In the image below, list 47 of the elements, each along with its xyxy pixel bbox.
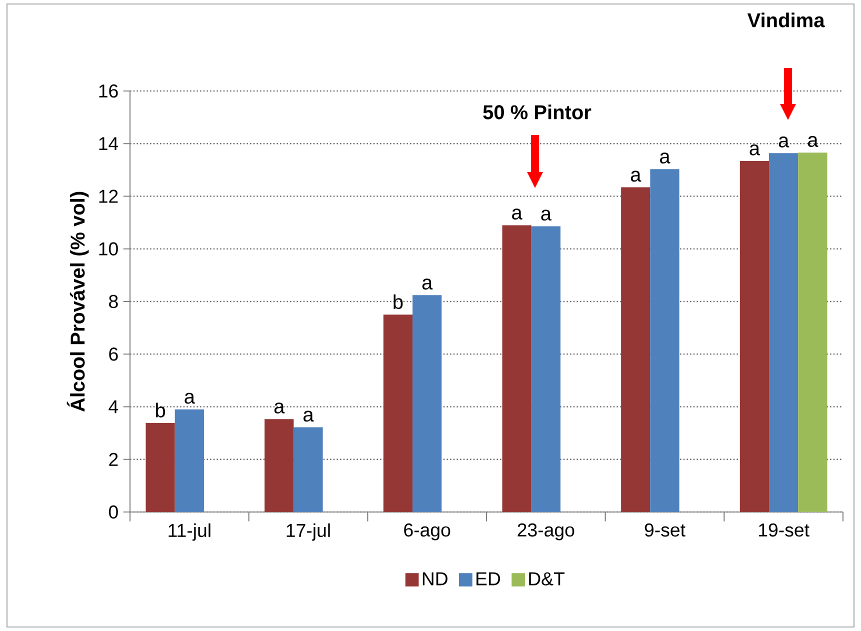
y-axis-title: Álcool Provável (% vol) xyxy=(66,192,89,412)
data-label: a xyxy=(778,136,790,148)
data-label: a xyxy=(541,210,552,221)
x-tick-label: 6-ago xyxy=(404,523,450,540)
bar xyxy=(502,225,532,512)
x-tick-label: 17-jul xyxy=(286,523,330,541)
data-label: a xyxy=(512,208,522,220)
data-label: a xyxy=(630,170,642,182)
bar xyxy=(740,160,770,512)
x-tick-label: 19-set xyxy=(759,523,810,537)
x-tick-label: 23-ago xyxy=(518,523,574,540)
bar xyxy=(264,419,294,512)
bar xyxy=(174,409,204,512)
y-tick-label: 10 xyxy=(99,242,118,256)
data-label: a xyxy=(184,392,195,404)
data-label: a xyxy=(660,152,670,164)
text: Vindima xyxy=(747,12,825,28)
data-label: a xyxy=(274,402,285,414)
data-label: a xyxy=(304,410,314,422)
bar xyxy=(769,153,798,512)
data-label: b xyxy=(156,402,166,418)
y-tick-label: 12 xyxy=(99,190,118,203)
y-tick-label: 4 xyxy=(108,400,118,414)
y-tick-label: 16 xyxy=(99,84,118,98)
bar xyxy=(531,226,560,512)
bar xyxy=(294,427,323,512)
legend-label: ED xyxy=(476,572,500,586)
y-tick-label: 0 xyxy=(108,505,118,519)
bar xyxy=(383,314,413,512)
legend-label: ND xyxy=(422,572,448,586)
y-tick-label: 2 xyxy=(109,452,118,466)
legend-label: D&T xyxy=(529,572,565,586)
y-tick-label: 8 xyxy=(109,294,118,308)
bar xyxy=(650,169,680,512)
bar xyxy=(798,152,828,512)
data-label: a xyxy=(750,144,760,156)
annotation: 50 % Pintor xyxy=(483,104,592,120)
data-label: b xyxy=(394,294,403,310)
data-label: a xyxy=(422,278,433,290)
y-tick-label: 6 xyxy=(109,348,118,361)
y-tick-label: 14 xyxy=(99,137,118,150)
bar xyxy=(621,187,650,512)
x-tick-label: 9-set xyxy=(644,523,686,537)
bar xyxy=(146,423,175,512)
bar xyxy=(412,295,442,512)
x-tick-label: 11-jul xyxy=(168,523,210,541)
data-label: a xyxy=(808,136,818,147)
